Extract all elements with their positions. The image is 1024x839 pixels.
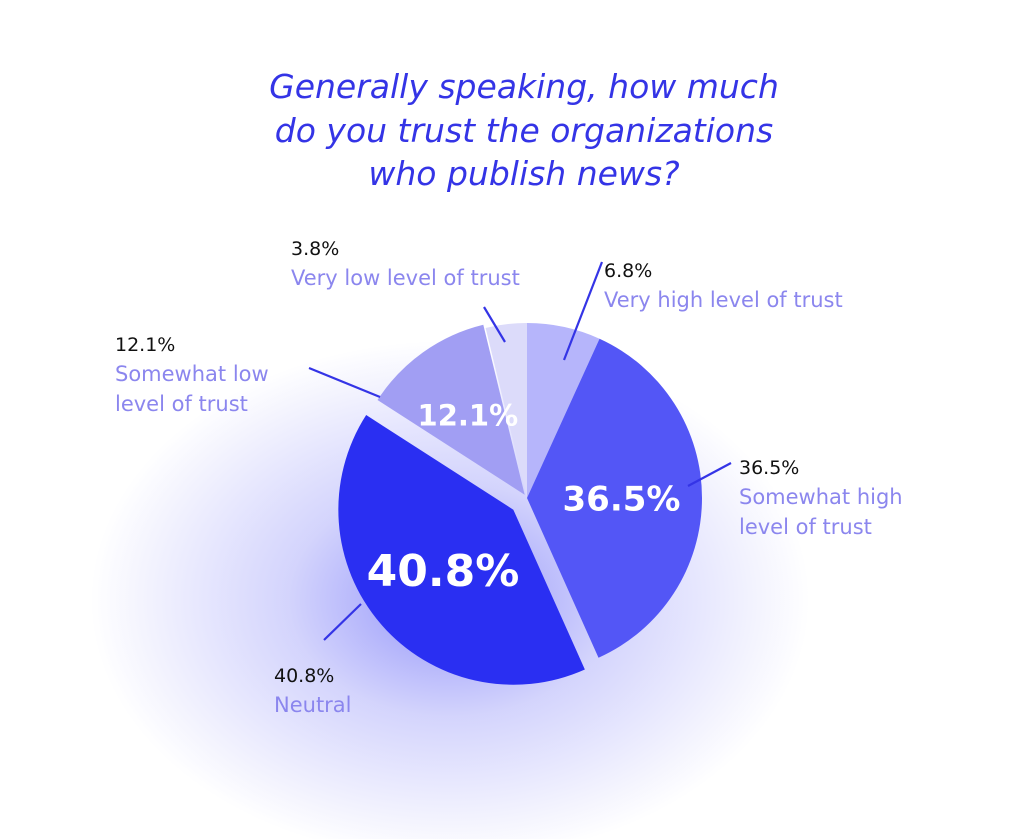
slice-label-somewhat-low: 12.1% — [418, 398, 519, 432]
leader-lines — [308, 261, 732, 641]
callout-pct-neutral: 40.8% — [274, 665, 334, 687]
leader-line-somewhat-low — [308, 366, 381, 399]
callout-pct-very-low: 3.8% — [291, 238, 339, 260]
pie-slice-very-high — [527, 323, 600, 498]
pie-slice-somewhat-high — [527, 338, 702, 658]
title-line-3: who publish news? — [368, 154, 679, 193]
leader-line-very-high — [562, 261, 604, 361]
callout-label-somewhat-high: Somewhat high — [739, 485, 903, 509]
title-line-2: do you trust the organizations — [275, 111, 773, 150]
chart-title: Generally speaking, how much do you trust… — [269, 67, 779, 193]
title-line-1: Generally speaking, how much — [269, 67, 779, 106]
callout-label-neutral: Neutral — [274, 693, 352, 717]
pie-slice-somewhat-low — [377, 324, 525, 495]
slice-label-neutral: 40.8% — [367, 546, 520, 597]
callout-label-somewhat-low: level of trust — [115, 392, 248, 416]
callout-label-somewhat-high: level of trust — [739, 515, 872, 539]
callout-pct-somewhat-high: 36.5% — [739, 457, 799, 479]
inner-labels: 36.5% 40.8% 12.1% — [367, 398, 681, 597]
pie-slice-neutral — [338, 415, 585, 685]
callout-pct-somewhat-low: 12.1% — [115, 334, 175, 356]
leader-line-somewhat-high — [687, 462, 732, 487]
callout-pct-very-high: 6.8% — [604, 260, 652, 282]
pie-slices — [338, 323, 702, 685]
pie-slice-very-low — [485, 323, 527, 498]
callout-label-very-high: Very high level of trust — [604, 288, 843, 312]
callout-label-very-low: Very low level of trust — [291, 266, 520, 290]
slice-label-somewhat-high: 36.5% — [563, 480, 681, 520]
leader-line-neutral — [323, 603, 362, 641]
callouts: 6.8% Very high level of trust 36.5% Somewha… — [115, 238, 903, 717]
callout-label-somewhat-low: Somewhat low — [115, 362, 269, 386]
leader-line-very-low — [483, 306, 506, 343]
